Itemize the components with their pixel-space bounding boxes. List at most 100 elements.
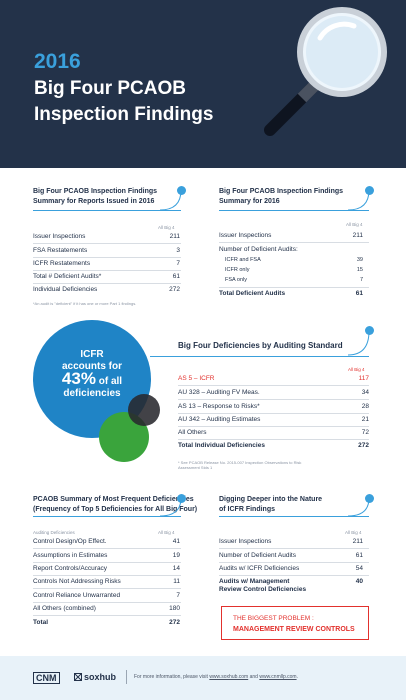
footer-divider <box>126 670 127 684</box>
by-standard-row-value: 28 <box>361 403 369 410</box>
summary-2016-deficient-header: Number of Deficient Audits: <box>219 246 298 253</box>
by-standard-title: Big Four Deficiencies by Auditing Standa… <box>178 341 343 350</box>
frequent-row-label: Control Design/Op Effect. <box>33 538 107 545</box>
frequent-col-right: All Big 4 <box>158 530 175 535</box>
by-standard-row-label: All Others <box>178 429 207 436</box>
divider <box>178 439 369 440</box>
reports-footnote: *An audit is "deficient" if it has one o… <box>33 301 137 306</box>
deeper-title: Digging Deeper into the Nature of ICFR F… <box>219 496 323 513</box>
deeper-bold-value: 40 <box>355 578 363 585</box>
by-standard-row-value: 72 <box>361 429 369 436</box>
biggest-problem-callout: THE BIGGEST PROBLEM : MANAGEMENT REVIEW … <box>221 606 369 640</box>
by-standard-total-label: Total Individual Deficiencies <box>178 442 265 449</box>
deeper-rule <box>219 516 369 517</box>
callout-line2: MANAGEMENT REVIEW CONTROLS <box>233 626 355 633</box>
reports-row-value: 211 <box>169 233 180 240</box>
deeper-bold-label: Audits w/ Management Review Control Defi… <box>219 578 307 593</box>
by-standard-row-label: AS 13 – Response to Risks* <box>178 403 260 410</box>
divider <box>178 399 369 400</box>
reports-row-label: Individual Deficiencies <box>33 286 98 293</box>
divider <box>178 426 369 427</box>
divider <box>33 270 181 271</box>
deeper-row-value: 211 <box>352 538 363 545</box>
cnm-link[interactable]: www.cnmllp.com <box>259 674 297 680</box>
reports-row-value: 61 <box>172 273 180 280</box>
deeper-row-label: Number of Deficient Audits <box>219 552 296 559</box>
by-standard-row-label: AU 342 – Auditing Estimates <box>178 416 261 423</box>
cnm-logo: CNM <box>33 672 60 684</box>
soxhub-icon <box>74 673 82 681</box>
by-standard-row-value: 117 <box>358 375 369 382</box>
reports-row-value: 272 <box>169 286 180 293</box>
footer: CNM soxhub For more information, please … <box>0 656 406 700</box>
frequent-title: PCAOB Summary of Most Frequent Deficienc… <box>33 496 198 513</box>
summary-2016-sub-value: 39 <box>356 257 363 263</box>
deeper-row-label: Issuer Inspections <box>219 538 272 545</box>
magnifying-glass-icon <box>264 7 387 136</box>
reports-row-value: 3 <box>176 247 180 254</box>
callout-line1: THE BIGGEST PROBLEM : <box>233 615 314 622</box>
header-title-line2: Inspection Findings <box>34 104 214 125</box>
divider <box>219 575 369 576</box>
summary-2016-title: Big Four PCAOB Inspection Findings Summa… <box>219 188 344 205</box>
frequent-row-label: Controls Not Addressing Risks <box>33 578 121 585</box>
frequent-rule <box>33 516 181 517</box>
header-year: 2016 <box>34 50 81 73</box>
divider <box>219 242 369 243</box>
divider <box>33 562 181 563</box>
header-banner: 2016 Big Four PCAOB Inspection Findings <box>0 0 406 168</box>
frequent-row-value: 14 <box>172 565 180 572</box>
icfr-circle-text: ICFR accounts for 43% of all deficiencie… <box>61 349 123 399</box>
deeper-row-label: Audits w/ ICFR Deficiencies <box>219 565 300 572</box>
divider <box>33 283 181 284</box>
summary-2016-rule <box>219 210 369 211</box>
reports-summary-dot <box>177 186 186 195</box>
reports-row-value: 7 <box>176 260 180 267</box>
frequent-row-value: 11 <box>173 578 180 585</box>
frequent-row-label: Assumptions in Estimates <box>33 552 108 559</box>
deeper-dot <box>365 494 374 503</box>
divider <box>33 257 181 258</box>
summary-2016-connector <box>348 190 370 211</box>
by-standard-rule <box>150 356 369 357</box>
summary-2016-sub-value: 7 <box>359 277 363 283</box>
divider <box>33 588 181 589</box>
summary-2016-issuer-value: 211 <box>352 232 363 239</box>
reports-row-label: FSA Restatements <box>33 247 88 254</box>
divider <box>33 575 181 576</box>
by-standard-connector <box>348 331 370 356</box>
reports-row-label: ICFR Restatements <box>33 260 91 267</box>
frequent-total-label: Total <box>33 619 49 626</box>
reports-row-label: Total # Deficient Audits* <box>33 273 102 280</box>
reports-summary-rule <box>33 210 181 211</box>
frequent-row-label: Report Controls/Accuracy <box>33 565 108 572</box>
frequent-row-label: Control Reliance Unwarranted <box>33 592 121 599</box>
by-standard-footnote: * See PCAOB Release No. 2015-007 Inspect… <box>178 460 302 470</box>
dark-circle <box>128 394 160 426</box>
frequent-dot <box>177 494 186 503</box>
divider <box>33 243 181 244</box>
divider <box>219 562 369 563</box>
deeper-col-header: All Big 4 <box>345 530 362 535</box>
reports-col-header: All Big 4 <box>158 225 175 230</box>
reports-summary-connector <box>160 190 182 211</box>
deeper-row-value: 61 <box>355 552 363 559</box>
frequent-connector <box>160 498 182 517</box>
reports-summary-title: Big Four PCAOB Inspection Findings Summa… <box>33 188 158 205</box>
deeper-row-value: 54 <box>355 565 363 572</box>
soxhub-link[interactable]: www.soxhub.com <box>209 674 249 680</box>
summary-2016-total-label: Total Deficient Audits <box>219 290 286 297</box>
by-standard-row-value: 21 <box>361 416 369 423</box>
by-standard-row-label: AU 328 – Auditing FV Meas. <box>178 389 260 396</box>
divider <box>219 287 369 288</box>
summary-2016-dot <box>365 186 374 195</box>
by-standard-total-value: 272 <box>358 442 369 449</box>
frequent-total-value: 272 <box>169 619 180 626</box>
frequent-row-value: 180 <box>169 605 180 612</box>
summary-2016-total-value: 61 <box>355 290 363 297</box>
summary-2016-sub-value: 15 <box>356 267 363 273</box>
frequent-row-label: All Others (combined) <box>33 605 96 612</box>
frequent-row-value: 7 <box>176 592 180 599</box>
summary-2016-sub-label: ICFR only <box>225 267 250 273</box>
frequent-row-value: 19 <box>172 552 180 559</box>
